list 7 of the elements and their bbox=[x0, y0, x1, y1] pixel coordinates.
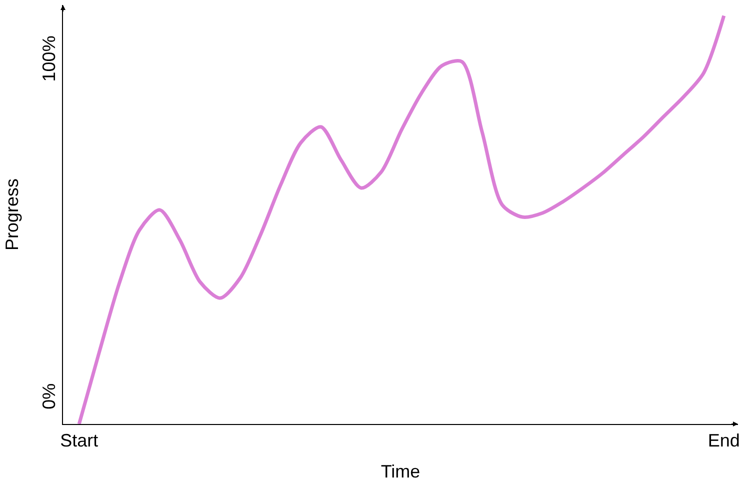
y-tick-label: 0% bbox=[38, 383, 59, 410]
x-axis-title: Time bbox=[380, 462, 420, 482]
y-tick-label: 100% bbox=[38, 36, 59, 82]
x-tick-label: End bbox=[708, 430, 740, 451]
line-series bbox=[77, 14, 726, 424]
y-axis-title: Progress bbox=[2, 178, 22, 251]
x-tick-label: Start bbox=[60, 430, 98, 451]
